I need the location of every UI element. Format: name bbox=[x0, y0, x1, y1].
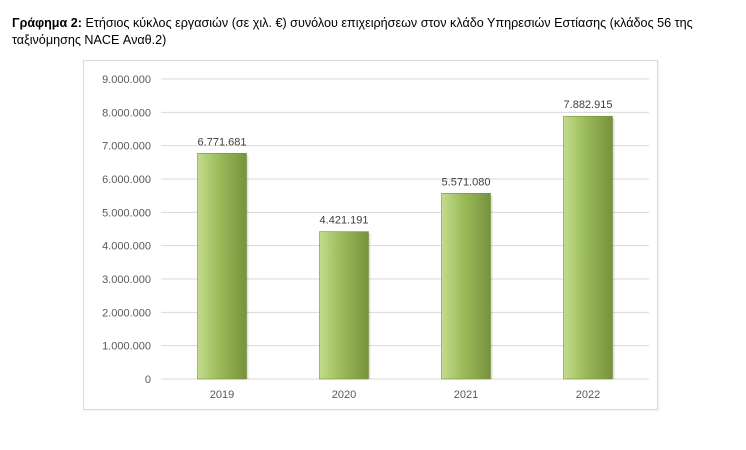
bar-chart: 0 1.000.000 2.000.000 3.000.000 4.000.000 5.0… bbox=[102, 74, 649, 401]
data-label: 7.882.915 bbox=[564, 99, 613, 111]
y-tick-label: 8.000.000 bbox=[102, 107, 151, 119]
x-tick-label: 2019 bbox=[210, 389, 234, 401]
y-tick-label: 2.000.000 bbox=[102, 307, 151, 319]
bar-2020 bbox=[319, 231, 369, 380]
data-label: 6.771.681 bbox=[198, 136, 247, 148]
data-label: 4.421.191 bbox=[320, 215, 369, 227]
x-axis-ticks: 2019 2020 2021 2022 bbox=[210, 389, 600, 401]
bar-2019 bbox=[197, 152, 247, 380]
y-tick-label: 9.000.000 bbox=[102, 74, 151, 86]
y-tick-label: 7.000.000 bbox=[102, 141, 151, 153]
data-label: 5.571.080 bbox=[442, 176, 491, 188]
chart-area: 0 1.000.000 2.000.000 3.000.000 4.000.000 5.0… bbox=[83, 60, 658, 410]
y-tick-label: 1.000.000 bbox=[102, 341, 151, 353]
bars bbox=[197, 115, 615, 380]
caption-text: Ετήσιος κύκλος εργασιών (σε χιλ. €) συνό… bbox=[12, 16, 693, 47]
y-tick-label: 4.000.000 bbox=[102, 241, 151, 253]
y-tick-label: 5.000.000 bbox=[102, 207, 151, 219]
bar-2022 bbox=[563, 115, 613, 380]
x-tick-label: 2021 bbox=[454, 389, 478, 401]
bar-2021 bbox=[441, 192, 491, 380]
y-tick-label: 0 bbox=[145, 374, 151, 386]
y-tick-label: 6.000.000 bbox=[102, 174, 151, 186]
data-labels: 6.771.681 4.421.191 5.571.080 7.882.915 bbox=[198, 99, 613, 226]
x-tick-label: 2022 bbox=[576, 389, 600, 401]
chart-caption: Γράφημα 2: Ετήσιος κύκλος εργασιών (σε χ… bbox=[12, 15, 742, 49]
caption-label: Γράφημα 2: bbox=[12, 16, 82, 30]
x-tick-label: 2020 bbox=[332, 389, 356, 401]
y-tick-label: 3.000.000 bbox=[102, 274, 151, 286]
y-axis-ticks: 0 1.000.000 2.000.000 3.000.000 4.000.000 5.0… bbox=[102, 74, 151, 386]
